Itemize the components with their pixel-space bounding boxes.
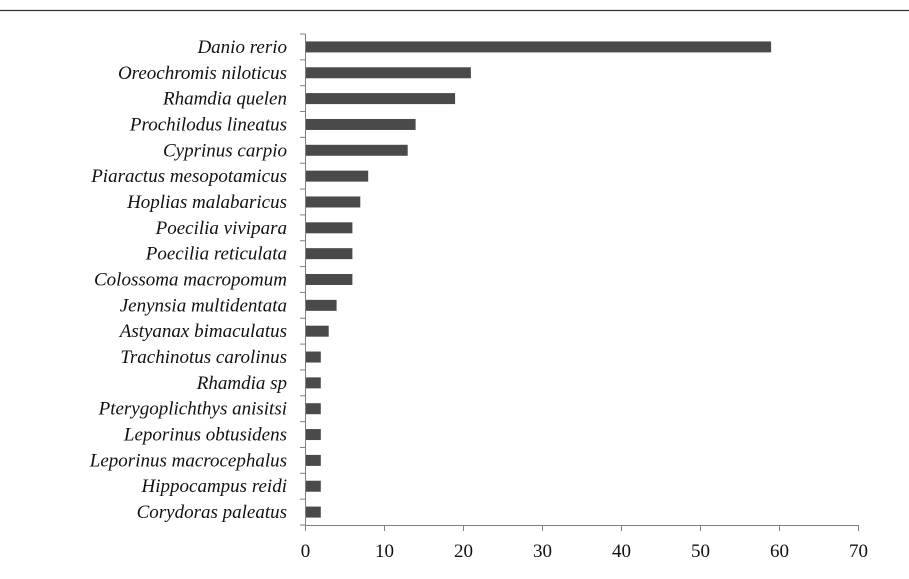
bar — [306, 480, 321, 492]
category-label: Rhamdia quelen — [162, 89, 287, 110]
bar — [306, 351, 321, 363]
x-tick-label: 50 — [691, 541, 710, 562]
category-label: Trachinotus carolinus — [120, 347, 287, 368]
category-label: Piaractus mesopotamicus — [90, 166, 287, 187]
category-label: Danio rerio — [196, 37, 287, 58]
bar — [306, 325, 329, 337]
category-label: Rhamdia sp — [196, 373, 287, 394]
category-label: Poecilia vivipara — [155, 218, 287, 239]
bar — [306, 222, 353, 234]
bar — [306, 506, 321, 518]
bar — [306, 118, 416, 130]
bar — [306, 299, 337, 311]
category-label: Hippocampus reidi — [141, 476, 287, 497]
bar — [306, 67, 471, 79]
x-tick-label: 20 — [454, 541, 473, 562]
bar — [306, 170, 369, 182]
x-tick-label: 60 — [770, 541, 789, 562]
category-label: Poecilia reticulata — [145, 244, 287, 265]
bar — [306, 274, 353, 285]
bar — [306, 248, 353, 260]
category-labels: Danio rerio Oreochromis niloticus Rhamdia … — [89, 37, 287, 523]
category-label: Oreochromis niloticus — [118, 63, 287, 84]
x-tick-labels: 0 10 20 30 40 50 60 70 — [301, 541, 868, 562]
category-label: Jenynsia multidentata — [120, 295, 287, 316]
y-axis — [300, 33, 306, 526]
x-tick-label: 70 — [849, 541, 868, 562]
x-tick-label: 10 — [375, 541, 394, 562]
bar — [306, 429, 321, 441]
category-label: Cyprinus carpio — [163, 140, 287, 161]
bars — [306, 41, 772, 518]
bar — [306, 41, 772, 53]
category-label: Corydoras paleatus — [137, 502, 287, 523]
bar — [306, 454, 321, 466]
bar — [306, 93, 456, 105]
category-label: Leporinus obtusidens — [123, 425, 287, 446]
bar — [306, 403, 321, 415]
category-label: Astyanax bimaculatus — [118, 321, 287, 342]
x-tick-label: 40 — [612, 541, 631, 562]
category-label: Leporinus macrocephalus — [89, 450, 287, 471]
category-label: Prochilodus lineatus — [129, 114, 287, 135]
category-label: Colossoma macropomum — [94, 270, 287, 291]
category-label: Hoplias malabaricus — [126, 192, 287, 213]
bar — [306, 196, 361, 208]
x-tick-label: 0 — [301, 541, 311, 562]
category-label: Pterygoplichthys anisitsi — [98, 399, 287, 420]
x-axis — [305, 525, 859, 531]
bar — [306, 377, 321, 389]
x-tick-label: 30 — [533, 541, 552, 562]
bar — [306, 144, 408, 156]
